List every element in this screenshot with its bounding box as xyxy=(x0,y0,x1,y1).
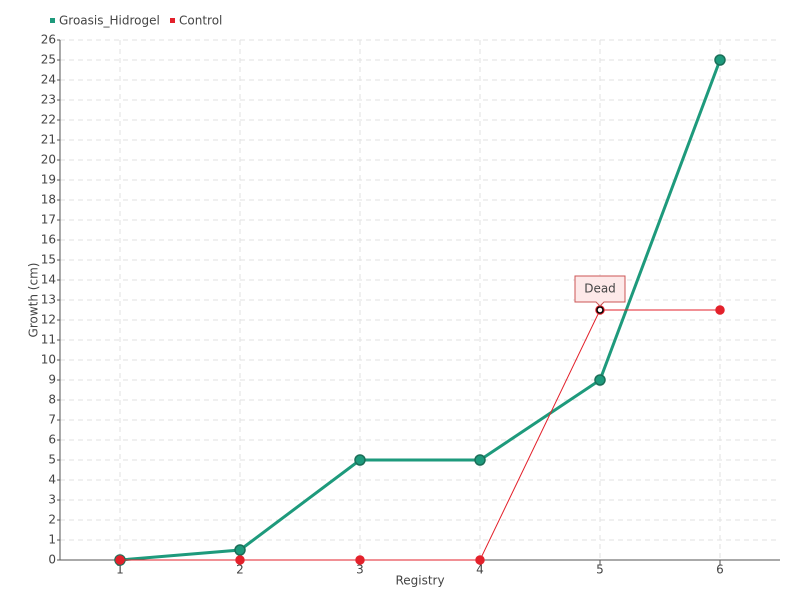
point xyxy=(715,305,725,315)
x-tick-label: 6 xyxy=(716,563,724,577)
series-line xyxy=(119,59,722,562)
x-tick-label: 4 xyxy=(476,563,484,577)
legend-label: Groasis_Hidrogel xyxy=(59,14,160,28)
y-tick-label: 6 xyxy=(48,433,56,447)
legend-swatch xyxy=(170,18,175,23)
y-tick-label: 13 xyxy=(41,293,56,307)
y-tick-label: 25 xyxy=(41,53,56,67)
point xyxy=(355,555,365,565)
point xyxy=(234,544,246,556)
y-axis-label: Growth (cm) xyxy=(27,263,41,338)
y-tick-label: 8 xyxy=(48,393,56,407)
y-tick-label: 10 xyxy=(41,353,56,367)
x-tick-label: 2 xyxy=(236,563,244,577)
point xyxy=(594,374,606,386)
point xyxy=(115,555,125,565)
annotation-text: Dead xyxy=(584,282,616,296)
y-tick-label: 1 xyxy=(48,533,56,547)
x-tick-label: 1 xyxy=(116,563,124,577)
legend-label: Control xyxy=(179,14,222,28)
annotation-box xyxy=(574,275,626,307)
x-tick-label: 5 xyxy=(596,563,604,577)
legend-swatch xyxy=(50,18,55,23)
y-tick-label: 19 xyxy=(41,173,56,187)
y-tick-label: 12 xyxy=(41,313,56,327)
x-axis-label: Registry xyxy=(395,574,444,588)
y-tick-label: 24 xyxy=(41,73,56,87)
point xyxy=(354,454,366,466)
y-tick-label: 22 xyxy=(41,113,56,127)
y-tick-label: 5 xyxy=(48,453,56,467)
y-tick-label: 18 xyxy=(41,193,56,207)
y-tick-label: 9 xyxy=(48,373,56,387)
y-tick-label: 14 xyxy=(41,273,56,287)
x-tick-label: 3 xyxy=(356,563,364,577)
y-tick-label: 26 xyxy=(41,33,56,47)
y-tick-label: 23 xyxy=(41,93,56,107)
annotation-point xyxy=(596,306,604,314)
y-tick-label: 11 xyxy=(41,333,56,347)
y-tick-label: 0 xyxy=(48,553,56,567)
point xyxy=(235,555,245,565)
y-tick-label: 16 xyxy=(41,233,56,247)
point xyxy=(475,555,485,565)
y-tick-label: 2 xyxy=(48,513,56,527)
y-tick-label: 21 xyxy=(41,133,56,147)
series-line xyxy=(120,309,720,561)
y-tick-label: 4 xyxy=(48,473,56,487)
y-tick-label: 20 xyxy=(41,153,56,167)
y-tick-label: 3 xyxy=(48,493,56,507)
y-tick-label: 7 xyxy=(48,413,56,427)
point xyxy=(714,54,726,66)
y-tick-label: 17 xyxy=(41,213,56,227)
point xyxy=(474,454,486,466)
y-tick-label: 15 xyxy=(41,253,56,267)
